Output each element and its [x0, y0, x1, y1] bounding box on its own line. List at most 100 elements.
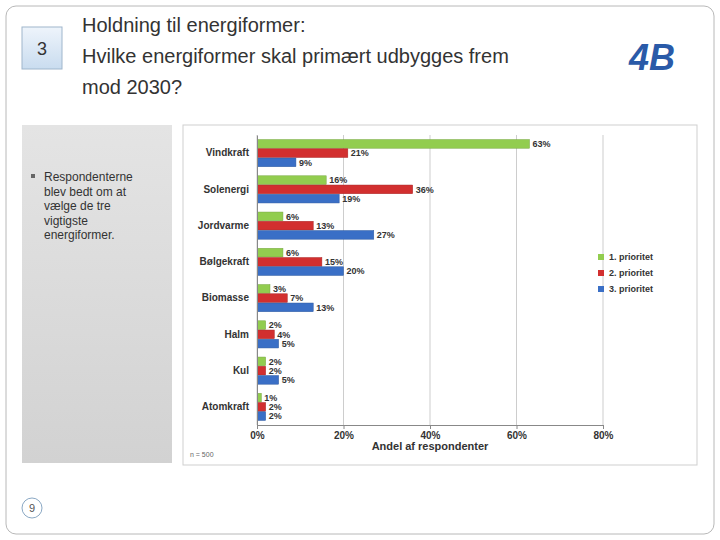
legend-label: 1. prioritet [609, 252, 653, 262]
legend: 1. prioritet 2. prioritet 3. prioritet [598, 252, 653, 294]
y-tick: Halm [225, 329, 257, 340]
note-line: vigtigste [44, 214, 88, 228]
title: Holdning til energiformer: [82, 14, 305, 36]
slide-frame [6, 6, 714, 534]
y-tick-label: Solenergi [203, 184, 249, 195]
x-axis-title: Andel af respondenter [372, 440, 489, 452]
data-label: 6% [286, 212, 299, 222]
legend-swatch [598, 270, 604, 276]
data-label: 27% [377, 230, 395, 240]
y-axis-line [257, 136, 258, 426]
logo: 4B [628, 37, 675, 78]
page-circle [22, 498, 42, 518]
data-label: 36% [416, 185, 434, 195]
grid-line [257, 135, 258, 425]
bar [257, 248, 283, 257]
note-line: blev bedt om at [44, 185, 127, 199]
y-tick: Atomkraft [202, 401, 257, 412]
x-tick-label: 60% [507, 430, 527, 441]
chart-frame [183, 125, 697, 465]
subtitle: Hvilke energiformer skal primært udbygge… [82, 45, 509, 98]
data-label: 19% [342, 194, 360, 204]
y-tick: Solenergi [203, 184, 257, 195]
bar [257, 149, 348, 158]
bar [257, 267, 344, 276]
y-tick-label: Halm [225, 329, 250, 340]
bar [257, 376, 279, 385]
annotation: n = 500 [190, 451, 214, 458]
x-axis: 0% 20% 40% 60% 80% [250, 425, 613, 441]
slide: 3 Holdning til energiformer: Hvilke energi… [0, 0, 720, 540]
x-tick: 40% [420, 425, 440, 441]
bar [257, 212, 283, 221]
legend-label: 2. prioritet [609, 268, 653, 278]
x-tick: 60% [507, 425, 527, 441]
legend-swatch [598, 286, 604, 292]
x-tick-mark [517, 425, 518, 429]
note-panel [22, 125, 172, 463]
data-label: 13% [316, 221, 334, 231]
x-tick: 0% [250, 425, 265, 441]
bar [257, 330, 274, 339]
data-label: 20% [347, 266, 365, 276]
bar [257, 357, 266, 366]
bar [257, 321, 266, 330]
y-tick-label: Jordvarme [198, 220, 250, 231]
data-label: 9% [299, 158, 312, 168]
y-tick: Biomasse [202, 292, 257, 303]
legend-item: 2. prioritet [598, 268, 653, 278]
y-tick-label: Kul [233, 365, 249, 376]
data-labels: 63%16%6%6%3%2%2%1%21%36%13%15%7%4%2%2%9%… [264, 139, 550, 421]
data-label: 3% [273, 284, 286, 294]
y-tick: Kul [233, 365, 257, 376]
x-tick-label: 20% [334, 430, 354, 441]
page-number: 9 [29, 502, 35, 514]
x-tick-mark [344, 425, 345, 429]
bar [257, 285, 270, 294]
bar [257, 403, 266, 412]
note-line: vælge de tre [44, 199, 111, 213]
y-tick-label: Bølgekraft [200, 256, 250, 267]
data-label: 2% [269, 411, 282, 421]
data-label: 13% [316, 303, 334, 313]
bar [257, 366, 266, 375]
bar [257, 158, 296, 167]
bar [257, 194, 339, 203]
note-bullet [31, 174, 35, 178]
y-tick-label: Atomkraft [202, 401, 250, 412]
bar [257, 140, 529, 149]
y-tick: Vindkraft [206, 147, 257, 158]
section-number: 3 [37, 39, 47, 59]
bar [257, 231, 374, 240]
bar [257, 412, 266, 421]
data-label: 16% [329, 175, 347, 185]
bars [257, 140, 529, 421]
x-tick: 20% [334, 425, 354, 441]
y-tick: Bølgekraft [200, 256, 257, 267]
bar [257, 339, 279, 348]
data-label: 6% [286, 248, 299, 258]
subtitle-line: Hvilke energiformer skal primært udbygge… [82, 45, 509, 67]
data-label: 63% [532, 139, 550, 149]
data-label: 5% [282, 339, 295, 349]
x-tick-label: 80% [593, 430, 613, 441]
subtitle-line: mod 2030? [82, 76, 182, 98]
legend-label: 3. prioritet [609, 284, 653, 294]
bar [257, 294, 287, 303]
data-label: 2% [269, 366, 282, 376]
bar [257, 176, 326, 185]
grid-line [430, 135, 431, 425]
legend-item: 1. prioritet [598, 252, 653, 262]
x-tick-mark [257, 425, 258, 429]
data-label: 5% [282, 375, 295, 385]
section-box [22, 27, 62, 69]
y-tick-label: Biomasse [202, 292, 250, 303]
grid [257, 135, 603, 425]
legend-swatch [598, 254, 604, 260]
note-line: Respondenterne [44, 170, 133, 184]
x-tick-mark [603, 425, 604, 429]
bar [257, 185, 413, 194]
grid-line [516, 135, 517, 425]
x-tick-mark [430, 425, 431, 429]
y-tick: Jordvarme [198, 220, 257, 231]
